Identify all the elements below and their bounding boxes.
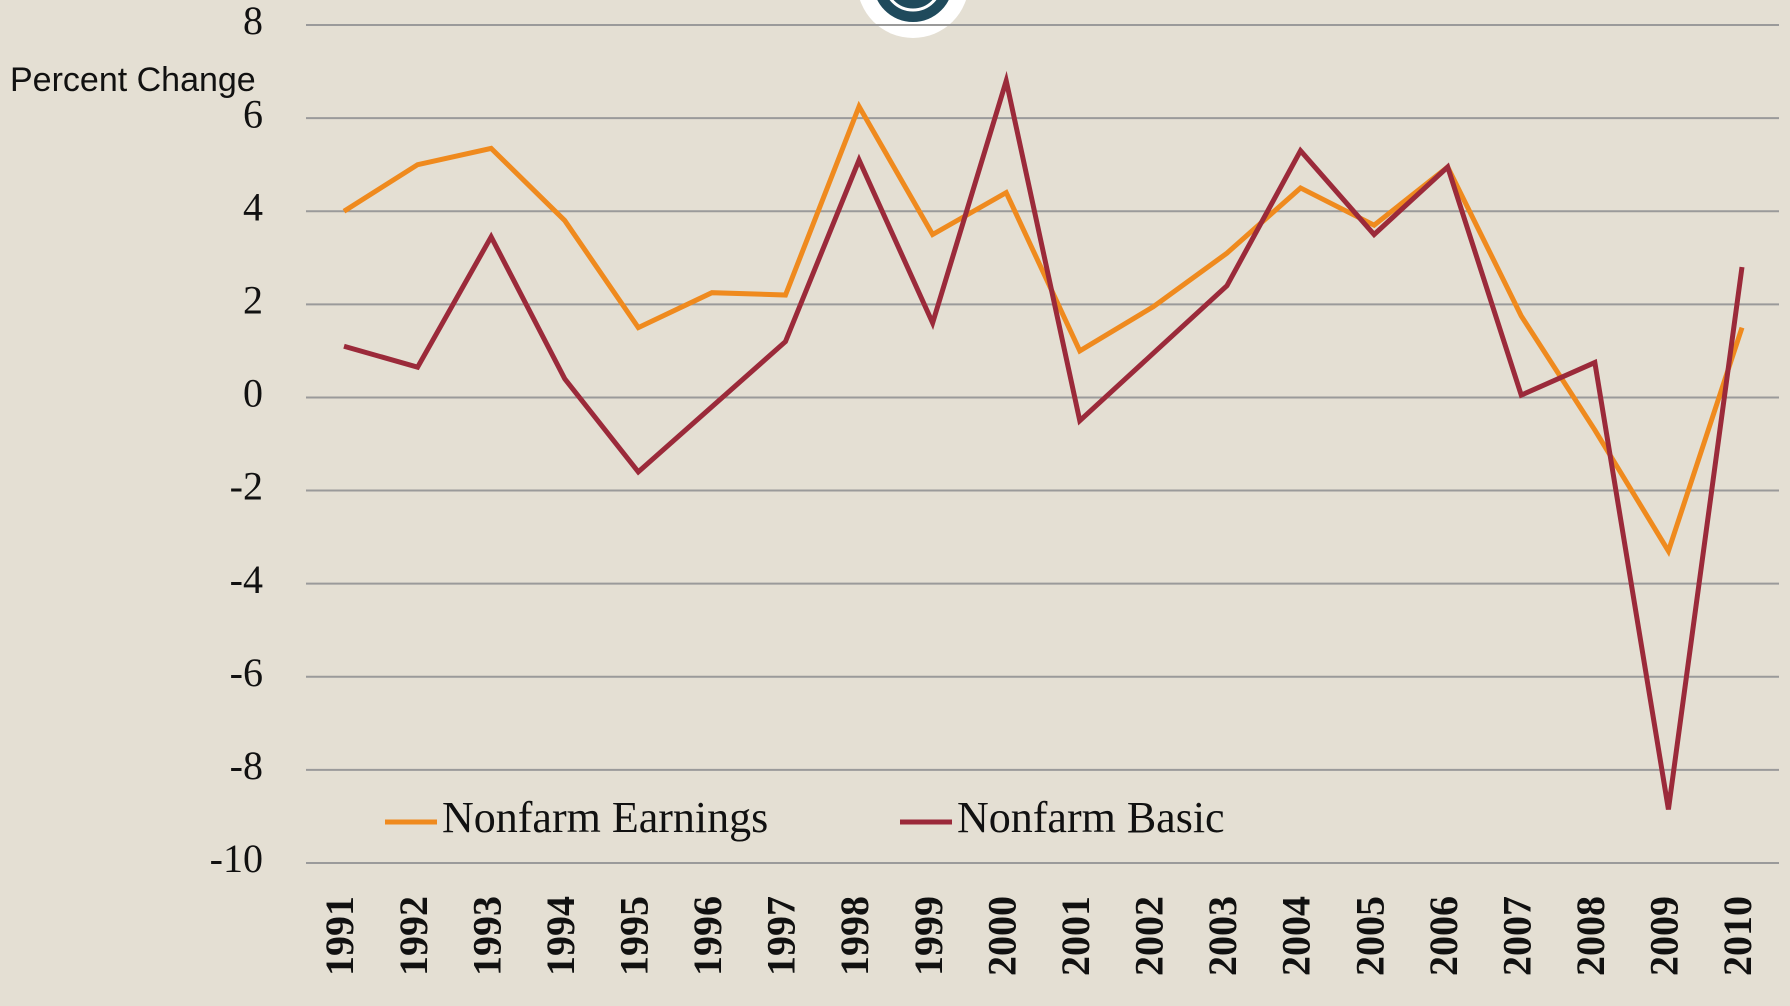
x-tick-label: 2003 <box>1200 896 1245 976</box>
x-tick-label: 2000 <box>979 896 1024 976</box>
series-line <box>343 70 1745 810</box>
x-tick-label: 2006 <box>1421 896 1466 976</box>
x-tick-label: 2001 <box>1053 896 1098 976</box>
x-tick-label: 1996 <box>685 896 730 976</box>
y-tick-label: -4 <box>230 557 263 602</box>
x-tick-label: 1992 <box>391 896 436 976</box>
logo <box>859 0 967 38</box>
y-tick-label: 6 <box>243 91 263 136</box>
y-tick-label: 0 <box>243 371 263 416</box>
x-tick-label: 2005 <box>1347 896 1392 976</box>
y-axis-label: Percent Change <box>10 61 256 99</box>
y-tick-label: 2 <box>243 278 263 323</box>
x-tick-label: 1998 <box>832 896 877 976</box>
x-tick-label: 2008 <box>1568 896 1613 976</box>
x-tick-label: 2010 <box>1715 896 1760 976</box>
x-tick-label: 1995 <box>611 896 656 976</box>
legend-label: Nonfarm Basic <box>957 793 1225 842</box>
y-tick-label: -10 <box>210 836 263 881</box>
x-tick-label: 2009 <box>1642 896 1687 976</box>
x-tick-label: 1993 <box>464 896 509 976</box>
x-tick-label: 2004 <box>1274 896 1319 976</box>
y-tick-label: -8 <box>230 743 263 788</box>
y-tick-label: -6 <box>230 650 263 695</box>
y-tick-label: 8 <box>243 0 263 43</box>
x-tick-label: 2002 <box>1127 896 1172 976</box>
legend-label: Nonfarm Earnings <box>442 793 768 842</box>
x-tick-label: 1991 <box>317 896 362 976</box>
x-tick-label: 1994 <box>538 896 583 976</box>
x-tick-label: 1999 <box>906 896 951 976</box>
x-tick-label: 1997 <box>759 896 804 976</box>
series-line <box>342 100 1745 558</box>
x-tick-label: 2007 <box>1494 896 1539 976</box>
y-tick-label: -2 <box>230 464 263 509</box>
y-tick-label: 4 <box>243 184 263 229</box>
